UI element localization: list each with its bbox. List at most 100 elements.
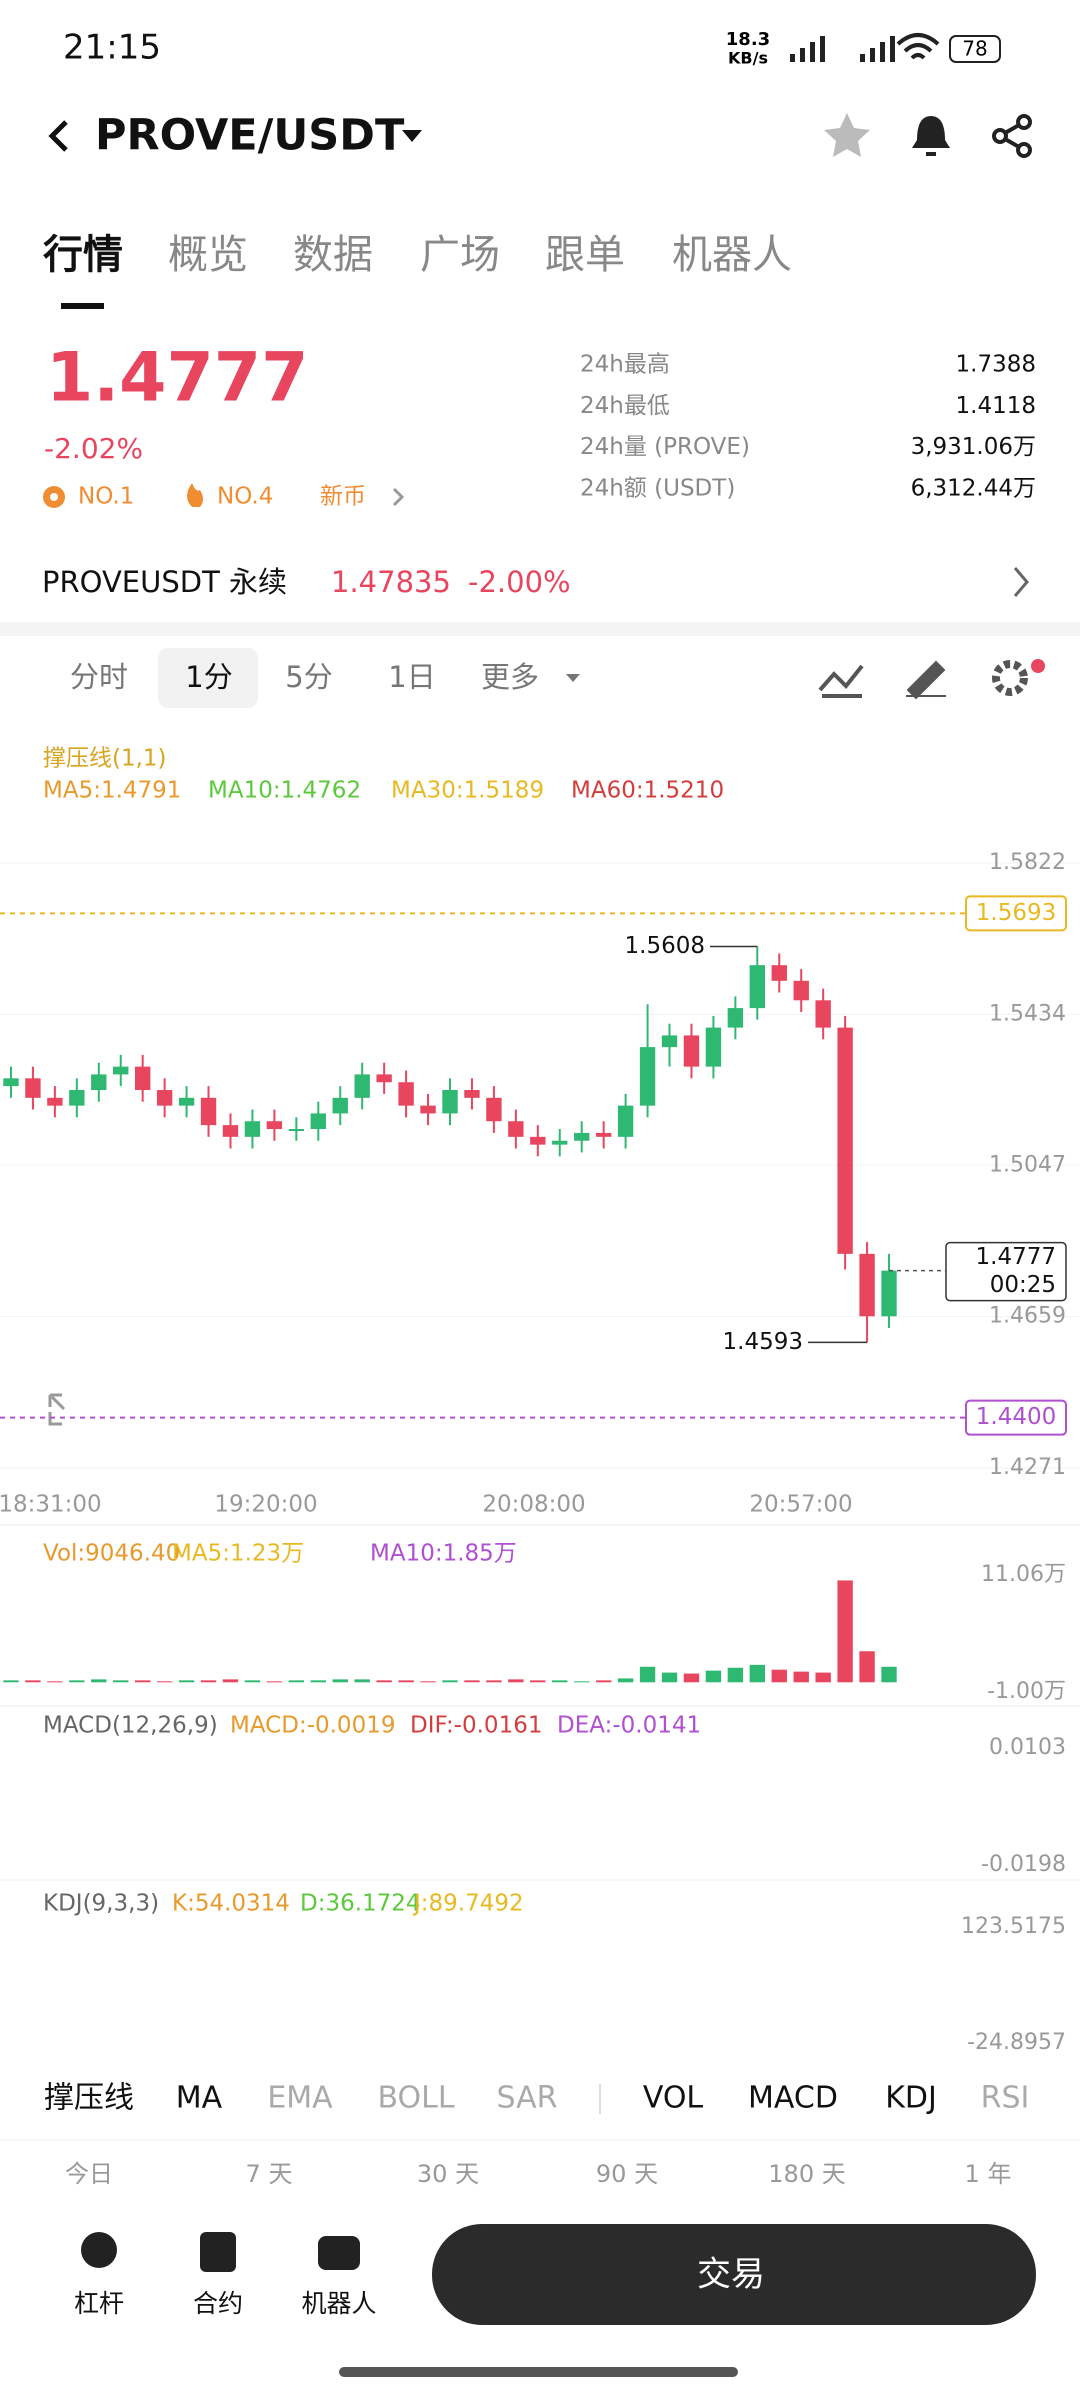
volume-bar bbox=[178, 1680, 195, 1683]
candle-body bbox=[859, 1253, 875, 1317]
stat-label: 24h量 (PROVE) bbox=[580, 434, 750, 460]
timeframe[interactable]: 分时 bbox=[70, 660, 128, 694]
status-speed: 18.3 bbox=[726, 29, 770, 50]
countdown: 00:25 bbox=[990, 1272, 1056, 1298]
timeframe[interactable]: 更多 bbox=[481, 660, 539, 694]
indicator-tab[interactable]: MA bbox=[176, 2081, 223, 2116]
settings-button[interactable] bbox=[992, 660, 1028, 696]
candle-body bbox=[332, 1097, 348, 1114]
tab[interactable]: 数据 bbox=[293, 232, 373, 278]
candle-body bbox=[200, 1097, 217, 1126]
candle-body bbox=[178, 1097, 195, 1106]
indicator-tab[interactable]: VOL bbox=[643, 2081, 704, 2116]
x-tick-label: 20:57:00 bbox=[749, 1492, 852, 1518]
indicator-tab[interactable]: RSI bbox=[981, 2081, 1030, 2116]
tag-arrow[interactable] bbox=[392, 487, 405, 507]
settings-badge bbox=[1031, 659, 1045, 673]
chart-style-button[interactable] bbox=[818, 664, 864, 698]
nav-label[interactable]: 合约 bbox=[193, 2289, 243, 2318]
tab[interactable]: 概览 bbox=[168, 232, 248, 278]
candle-body bbox=[683, 1035, 700, 1067]
tab[interactable]: 广场 bbox=[420, 232, 500, 278]
x-tick-label: 20:08:00 bbox=[482, 1492, 585, 1518]
volume-bar bbox=[3, 1680, 19, 1683]
candle-body bbox=[288, 1129, 305, 1132]
trade-button[interactable] bbox=[432, 2224, 1036, 2325]
stat-label: 24h最高 bbox=[580, 352, 670, 378]
y-tick-label: 1.4659 bbox=[989, 1304, 1066, 1329]
dropdown-icon[interactable] bbox=[402, 130, 422, 142]
favorite-button[interactable] bbox=[824, 113, 870, 157]
tab[interactable]: 行情 bbox=[43, 232, 123, 278]
volume-bar bbox=[837, 1580, 853, 1683]
candle-body bbox=[266, 1121, 283, 1130]
ma-label: MA5:1.4791 bbox=[43, 778, 181, 804]
pair-title[interactable]: PROVE/USDT bbox=[95, 111, 405, 161]
perp-name[interactable]: PROVEUSDT 永续 bbox=[42, 565, 287, 599]
vol-tick: 11.06万 bbox=[981, 1562, 1066, 1587]
wifi-icon bbox=[896, 33, 940, 60]
candle-body bbox=[727, 1008, 744, 1028]
indicator-tab[interactable]: EMA bbox=[267, 2081, 333, 2116]
volume-bar bbox=[310, 1680, 326, 1683]
candle-body bbox=[354, 1074, 370, 1098]
range-tab[interactable]: 1 年 bbox=[965, 2160, 1012, 2188]
tab[interactable]: 跟单 bbox=[545, 232, 625, 278]
candle-body bbox=[486, 1097, 502, 1122]
range-tab[interactable]: 30 天 bbox=[417, 2160, 479, 2188]
current-box bbox=[945, 1241, 1067, 1302]
rank-tag: NO.1 bbox=[78, 484, 134, 510]
range-tab[interactable]: 180 天 bbox=[768, 2160, 845, 2188]
volume-bar bbox=[683, 1673, 700, 1683]
timeframe[interactable]: 1日 bbox=[388, 660, 435, 694]
kdj-label: D:36.1724 bbox=[300, 1891, 421, 1917]
range-tab[interactable]: 7 天 bbox=[246, 2160, 293, 2188]
candle-body bbox=[815, 1000, 831, 1028]
candle-body bbox=[639, 1047, 656, 1106]
candle-body bbox=[222, 1125, 239, 1137]
share-button[interactable] bbox=[992, 114, 1032, 158]
indicator-tab[interactable]: SAR bbox=[497, 2081, 558, 2116]
nav-label[interactable]: 杠杆 bbox=[74, 2289, 124, 2318]
indicator-tab[interactable]: KDJ bbox=[885, 2081, 937, 2116]
vol-label: Vol:9046.40 bbox=[43, 1541, 180, 1567]
indicator-tab[interactable]: 撑压线 bbox=[44, 2081, 134, 2116]
volume-bar bbox=[639, 1666, 656, 1683]
range-tab[interactable]: 今日 bbox=[65, 2160, 113, 2188]
macd-label: DEA:-0.0141 bbox=[557, 1713, 701, 1739]
volume-bar bbox=[91, 1679, 107, 1683]
volume-bar bbox=[486, 1680, 502, 1683]
candle-body bbox=[508, 1121, 524, 1137]
macd-label: MACD(12,26,9) bbox=[43, 1713, 218, 1739]
separator bbox=[0, 622, 1080, 636]
indicator-tab[interactable]: BOLL bbox=[377, 2081, 454, 2116]
candle-body bbox=[25, 1078, 41, 1098]
stat-value: 1.7388 bbox=[956, 352, 1036, 378]
volume-bar bbox=[552, 1680, 568, 1683]
level-label: 1.5693 bbox=[976, 900, 1056, 926]
candle-body bbox=[705, 1027, 722, 1067]
candle-body bbox=[3, 1078, 19, 1087]
draw-button[interactable] bbox=[906, 660, 946, 700]
volume-bar bbox=[749, 1664, 765, 1683]
range-tab[interactable]: 90 天 bbox=[596, 2160, 658, 2188]
volume-bar bbox=[113, 1680, 129, 1683]
volume-bar bbox=[266, 1681, 283, 1683]
nav-label[interactable]: 机器人 bbox=[301, 2289, 376, 2318]
timeframe[interactable]: 5分 bbox=[285, 660, 332, 694]
expand-button[interactable] bbox=[48, 1393, 66, 1426]
signal-icon bbox=[790, 36, 895, 62]
candle-body bbox=[552, 1140, 568, 1145]
candle-body bbox=[244, 1121, 261, 1137]
tab[interactable]: 机器人 bbox=[672, 232, 792, 278]
indicator-tab[interactable]: MACD bbox=[748, 2081, 838, 2116]
alert-button[interactable] bbox=[912, 116, 950, 156]
current-price: 1.4777 bbox=[976, 1244, 1056, 1270]
vol-label: MA5:1.23万 bbox=[172, 1541, 304, 1567]
back-button[interactable] bbox=[48, 120, 68, 152]
timeframe[interactable]: 1分 bbox=[185, 660, 232, 694]
trade-label[interactable]: 交易 bbox=[697, 2255, 765, 2295]
stat-label: 24h最低 bbox=[580, 393, 670, 419]
perp-arrow[interactable] bbox=[1013, 567, 1029, 597]
